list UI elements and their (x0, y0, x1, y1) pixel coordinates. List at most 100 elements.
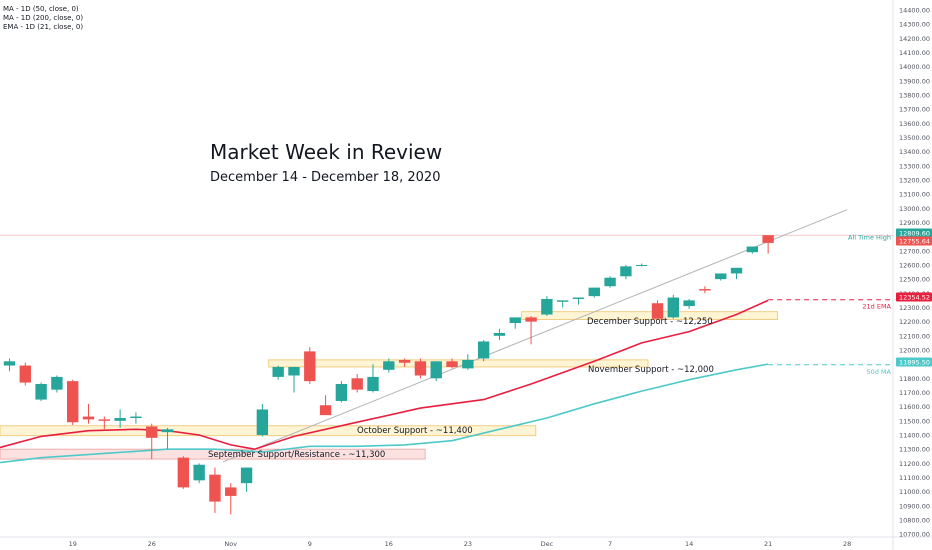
candle (209, 467, 221, 513)
candle (667, 294, 679, 319)
candle (67, 379, 79, 426)
candle-body (19, 365, 31, 383)
candle-body (462, 359, 474, 369)
price-axis[interactable]: 10700.00 10800.00 10900.00 11000.00 11100.00… (899, 6, 930, 538)
price-tick-label: 11800.00 (899, 375, 930, 383)
price-tick-label: 14100.00 (899, 49, 930, 57)
date-tick-label: Nov (224, 540, 237, 548)
candle-body (556, 300, 569, 302)
candle-body (683, 300, 695, 307)
candle (588, 287, 600, 298)
date-tick-label: 14 (685, 540, 693, 548)
price-badge-bg (896, 236, 932, 246)
legend-item-ma200: MA - 1D (200, close, 0) (3, 14, 83, 22)
price-tick-label: 12300.00 (899, 304, 930, 312)
price-tick-label: 13700.00 (899, 106, 930, 114)
candle (604, 276, 616, 288)
price-tick-label: 11500.00 (899, 417, 930, 425)
price-tick-label: 13100.00 (899, 191, 930, 199)
chart-title: Market Week in Review (210, 140, 442, 164)
ma-line-0 (0, 299, 769, 451)
zone-labels: December Support - ~12,250 November Suppo… (208, 233, 891, 460)
price-badge-bg (896, 228, 932, 238)
candle-body (193, 464, 205, 481)
candle (272, 365, 284, 380)
candle-body (477, 341, 490, 359)
candle-body (67, 381, 79, 423)
date-tick-label: 28 (843, 540, 851, 548)
legend-item-ema21: EMA - 1D (21, close, 0) (3, 23, 83, 31)
zone-label-0: December Support - ~12,250 (587, 317, 713, 327)
candle (256, 403, 269, 437)
date-tick-label: 26 (148, 540, 156, 548)
candle (193, 463, 205, 484)
candle (398, 358, 411, 367)
candle-body (304, 351, 316, 382)
candle-body (446, 361, 458, 367)
candle (715, 273, 727, 281)
date-tick-label: Dec (541, 540, 554, 548)
candle (51, 375, 63, 393)
candle-body (651, 303, 664, 319)
candle-body (620, 266, 632, 277)
price-tick-label: 13000.00 (899, 205, 930, 213)
price-tick-label: 10900.00 (899, 502, 930, 510)
price-badge: 12354.52 (896, 292, 932, 302)
candle-body (493, 332, 506, 336)
price-tick-label: 12600.00 (899, 261, 930, 269)
price-tick-label: 13800.00 (899, 91, 930, 99)
candle (430, 361, 442, 382)
candle-body (398, 359, 411, 363)
all-time-high-label: All Time High (848, 233, 891, 241)
candle (730, 267, 743, 280)
candle (351, 374, 363, 393)
price-badge-bg (896, 292, 932, 302)
candle (509, 317, 521, 329)
time-axis[interactable]: 19 26 Nov 9 16 23 Dec 7 14 21 28 (69, 540, 852, 548)
date-tick-label: 19 (69, 540, 77, 548)
candle-body (430, 361, 442, 379)
candle-body (3, 361, 16, 366)
candle (746, 246, 759, 254)
candle-body (367, 376, 379, 392)
zone-label-1: November Support - ~12,000 (588, 365, 714, 375)
candle-body (667, 297, 679, 318)
price-tick-label: 11000.00 (899, 488, 930, 496)
candle-body (256, 409, 269, 435)
price-tick-label: 11300.00 (899, 446, 930, 454)
indicator-legend: MA - 1D (50, close, 0) MA - 1D (200, clo… (3, 5, 83, 31)
date-tick-label: 9 (308, 540, 312, 548)
candle-body (572, 297, 585, 299)
candle (304, 347, 316, 384)
candle (35, 382, 47, 401)
moving-average-lines: 21d EMA 50d MA (0, 299, 893, 464)
candle-body (351, 378, 363, 390)
candle (240, 467, 253, 492)
candle (620, 264, 632, 280)
zone-label-2: October Support - ~11,400 (357, 426, 473, 436)
candle-body (699, 289, 711, 291)
candle (699, 286, 711, 294)
candle (130, 412, 142, 424)
candle-body (525, 317, 537, 322)
candle-body (730, 267, 743, 274)
chart-subtitle: December 14 - December 18, 2020 (210, 170, 440, 185)
candle-body (414, 361, 427, 376)
candle-body (177, 457, 190, 488)
candle (556, 300, 569, 308)
candle (19, 362, 31, 386)
price-tick-label: 11100.00 (899, 474, 930, 482)
price-badge: 11895.50 (896, 357, 932, 367)
ma-line-1 (0, 363, 769, 464)
price-tick-label: 13300.00 (899, 162, 930, 170)
price-badge-label: 12755.64 (899, 237, 930, 245)
support-zone-0 (521, 311, 779, 320)
price-tick-label: 12900.00 (899, 219, 930, 227)
candle-body (146, 426, 158, 438)
candle-body (509, 317, 521, 324)
candle-body (225, 487, 237, 496)
candle-body (130, 416, 142, 418)
candle-body (35, 383, 47, 400)
